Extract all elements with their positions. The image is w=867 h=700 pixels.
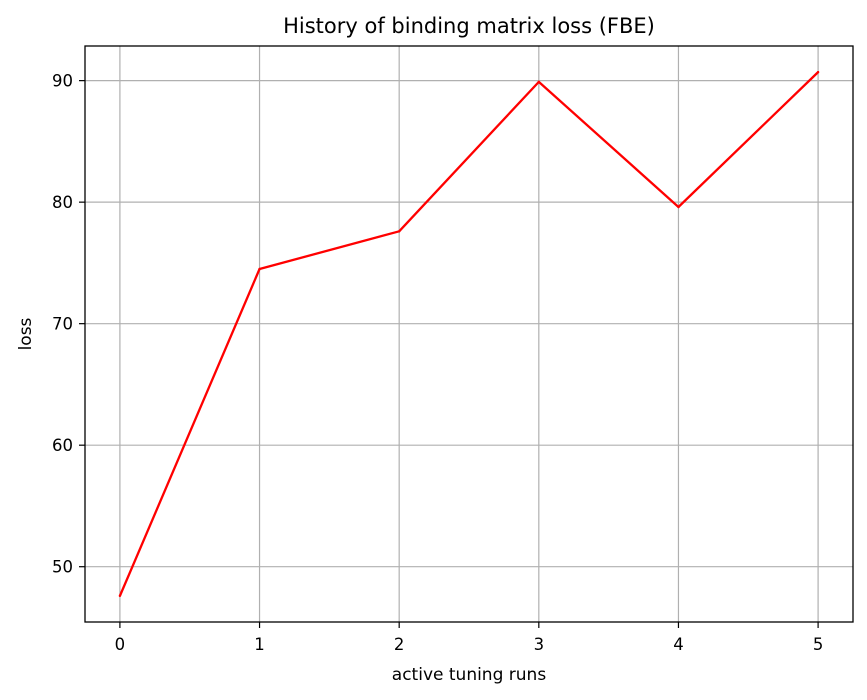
y-tick-label: 70 (52, 315, 73, 334)
x-tick-label: 2 (394, 635, 405, 654)
chart-title: History of binding matrix loss (FBE) (283, 14, 655, 38)
x-tick-labels: 0 1 2 3 4 5 (115, 635, 824, 654)
data-point (677, 205, 680, 209)
x-tick-label: 4 (673, 635, 684, 654)
series-layer (118, 70, 820, 598)
x-tick-label: 0 (115, 635, 126, 654)
y-tick-label: 90 (52, 72, 73, 91)
x-tick-label: 5 (813, 635, 824, 654)
data-point (537, 80, 541, 84)
y-tick-label: 50 (52, 558, 73, 577)
grid-lines (85, 46, 853, 622)
tick-marks (79, 80, 819, 628)
y-axis-label: loss (16, 317, 36, 350)
data-point (397, 230, 401, 233)
plot-frame (84, 45, 854, 623)
x-axis-label: active tuning runs (392, 665, 547, 685)
data-point (118, 594, 122, 598)
x-tick-label: 3 (534, 635, 545, 654)
data-point (816, 70, 820, 74)
x-tick-label: 1 (254, 635, 265, 654)
y-tick-label: 80 (52, 193, 73, 212)
y-tick-label: 60 (52, 436, 73, 455)
series-line (118, 71, 819, 597)
y-tick-labels: 50 60 70 80 90 (52, 72, 73, 577)
data-point (258, 267, 261, 271)
